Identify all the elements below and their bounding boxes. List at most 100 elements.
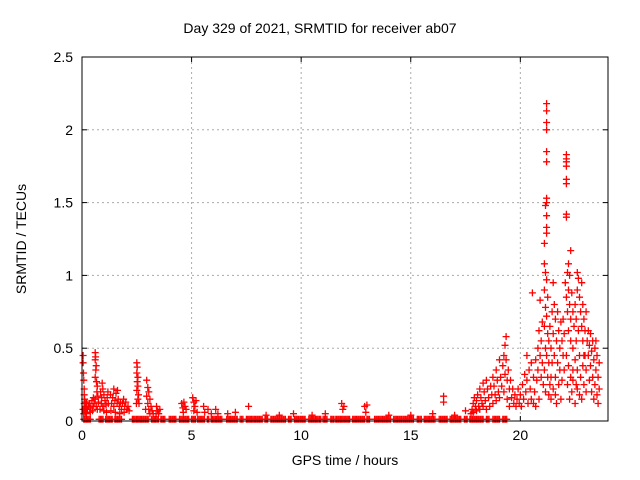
data-point — [547, 395, 555, 403]
data-point — [540, 286, 548, 294]
data-point — [451, 411, 459, 419]
data-point — [440, 398, 448, 406]
data-point — [116, 410, 124, 418]
data-point — [339, 405, 347, 413]
plot-frame — [81, 56, 609, 422]
data-point — [562, 162, 570, 170]
data-point — [542, 269, 549, 276]
data-point — [534, 344, 542, 352]
data-point — [550, 352, 558, 359]
data-point — [566, 395, 574, 403]
data-point — [517, 402, 525, 410]
data-point — [96, 405, 104, 413]
data-point — [595, 359, 603, 367]
data-point — [571, 400, 579, 407]
grid-layer — [81, 56, 608, 422]
data-point — [545, 337, 553, 345]
data-point — [535, 395, 543, 403]
data-point — [546, 322, 554, 330]
data-point — [546, 381, 554, 389]
data-point — [559, 315, 567, 323]
data-point — [540, 366, 548, 374]
data-point — [290, 410, 297, 418]
data-point — [534, 366, 542, 374]
data-point — [513, 395, 521, 403]
data-point — [519, 381, 526, 389]
data-point — [111, 408, 119, 416]
data-point — [579, 362, 587, 370]
data-point — [540, 239, 548, 247]
data-point — [80, 376, 88, 384]
data-point — [526, 385, 534, 393]
data-point — [143, 376, 151, 384]
data-point — [527, 395, 535, 403]
data-point — [124, 402, 132, 410]
data-point — [91, 373, 99, 381]
data-point — [498, 382, 506, 390]
data-point — [507, 376, 514, 384]
data-point — [532, 356, 540, 364]
data-point — [572, 315, 580, 323]
data-point — [578, 322, 586, 330]
data-point — [142, 405, 150, 413]
x-tick-label: 20 — [513, 427, 529, 443]
data-point — [156, 405, 164, 413]
data-point — [555, 381, 563, 389]
data-point — [539, 381, 547, 389]
data-point — [555, 327, 563, 335]
data-point — [122, 398, 130, 406]
data-point — [193, 408, 201, 416]
data-point — [582, 308, 590, 316]
data-point — [473, 397, 480, 405]
data-point — [521, 370, 529, 378]
data-point — [181, 402, 189, 410]
data-point — [579, 301, 587, 308]
data-point — [538, 359, 546, 367]
data-point — [133, 369, 141, 377]
data-point — [473, 407, 480, 415]
data-point — [590, 356, 598, 364]
data-point — [580, 381, 588, 389]
data-point — [462, 407, 469, 415]
data-point — [308, 411, 316, 419]
data-point — [363, 401, 371, 409]
data-point — [594, 400, 602, 407]
data-point — [536, 352, 544, 359]
y-tick-label: 1 — [65, 267, 73, 283]
data-point — [133, 378, 141, 386]
data-point — [528, 289, 536, 297]
data-point — [477, 394, 485, 402]
data-point — [594, 373, 602, 381]
data-point — [407, 411, 415, 419]
data-point — [593, 352, 601, 359]
data-point — [275, 411, 283, 419]
data-point — [587, 330, 594, 338]
data-point — [79, 352, 87, 359]
data-point — [543, 148, 551, 156]
marker-layer — [79, 100, 603, 423]
data-point — [553, 400, 560, 407]
data-point — [545, 391, 553, 399]
data-point — [543, 107, 551, 115]
data-point — [153, 402, 160, 410]
data-point — [567, 247, 575, 255]
data-point — [551, 315, 559, 323]
data-point — [550, 301, 558, 308]
data-point — [499, 362, 507, 370]
data-point — [543, 119, 551, 126]
data-point — [134, 373, 142, 381]
data-point — [192, 397, 200, 405]
data-point — [482, 405, 490, 413]
data-point — [224, 410, 232, 418]
data-point — [91, 356, 99, 364]
data-point — [565, 260, 572, 268]
data-point — [520, 395, 528, 403]
x-tick-label: 5 — [188, 427, 196, 443]
data-point — [82, 398, 90, 406]
data-point — [573, 366, 581, 374]
data-point — [547, 344, 555, 352]
data-point — [114, 386, 121, 394]
x-tick-label: 15 — [403, 427, 419, 443]
data-point — [543, 158, 551, 166]
data-point — [92, 366, 100, 374]
